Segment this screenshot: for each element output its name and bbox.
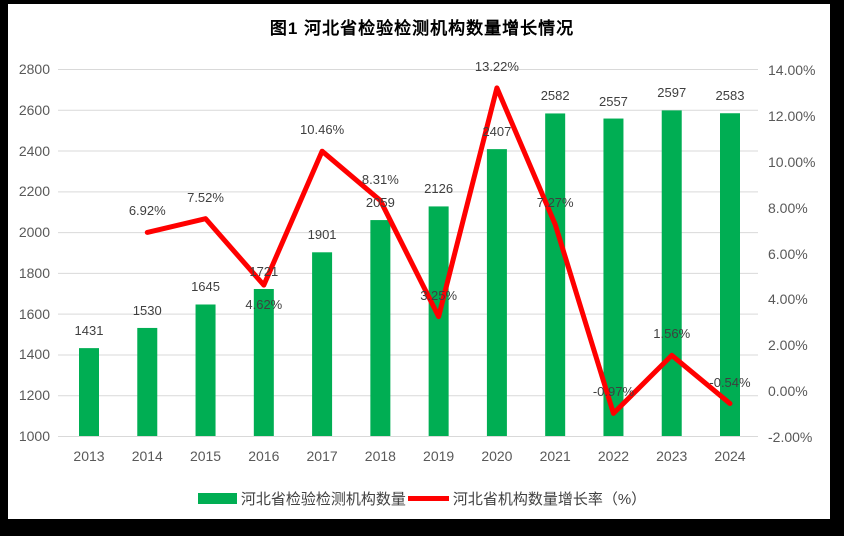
line-value-label: 13.22% <box>474 58 519 74</box>
right-axis-tick-label: 0.00% <box>768 383 808 400</box>
bar-value-label: 2557 <box>598 93 628 109</box>
x-axis-tick-label: 2015 <box>189 448 222 464</box>
frame-border-right <box>830 0 844 536</box>
bar <box>428 206 449 436</box>
bar <box>79 348 99 436</box>
left-axis-tick-label: 2200 <box>18 183 50 200</box>
bar <box>137 327 158 436</box>
right-axis-tick-label: 10.00% <box>768 153 816 170</box>
legend-item-line-series: 河北省机构数量增长率（%） <box>407 488 647 509</box>
line-value-label: 10.46% <box>300 122 345 138</box>
bar-value-label: 2597 <box>657 85 687 101</box>
line-value-label: 3.25% <box>420 287 458 303</box>
right-axis-tick-label: -2.00% <box>768 429 813 445</box>
bar-value-label: 2407 <box>482 124 512 140</box>
x-axis-tick-label: 2014 <box>131 448 163 464</box>
left-axis-tick-label: 2600 <box>18 101 50 118</box>
legend: 河北省检验检测机构数量 河北省机构数量增长率（%） <box>0 487 844 509</box>
x-axis-tick-label: 2017 <box>306 448 338 464</box>
x-axis-tick-label: 2023 <box>656 448 688 464</box>
bar-value-label: 2126 <box>424 181 454 197</box>
left-axis-tick-label: 1600 <box>18 305 50 322</box>
x-axis-tick-label: 2016 <box>248 448 280 464</box>
right-axis-tick-label: 4.00% <box>768 291 808 308</box>
bar <box>545 113 566 436</box>
line-value-label: 6.92% <box>128 203 166 219</box>
line-series-swatch-icon <box>407 495 449 501</box>
bar-value-label: 1530 <box>132 302 162 318</box>
line-value-label: 4.62% <box>245 297 283 313</box>
bar-value-label: 1431 <box>74 323 104 339</box>
line-value-label: 8.31% <box>361 171 399 187</box>
x-axis-tick-label: 2018 <box>364 448 396 464</box>
left-axis-tick-label: 2400 <box>18 142 50 159</box>
legend-label-line-series: 河北省机构数量增长率（%） <box>452 490 647 508</box>
x-axis-tick-label: 2022 <box>597 448 630 464</box>
left-axis-tick-label: 1000 <box>18 428 50 444</box>
line-value-label: 7.52% <box>187 189 224 205</box>
right-axis-tick-label: 2.00% <box>768 337 808 354</box>
bar <box>603 118 624 437</box>
left-axis-tick-label: 1800 <box>18 264 50 281</box>
left-axis-tick-label: 1400 <box>18 346 50 363</box>
growth-rate-line <box>144 85 733 416</box>
line-value-label: -0.54% <box>709 374 751 390</box>
right-axis-tick-label: 12.00% <box>768 107 816 124</box>
left-axis-tick-label: 2800 <box>18 61 50 77</box>
right-axis-tick-label: 8.00% <box>768 199 808 216</box>
bar <box>195 304 216 436</box>
bar-value-label: 2583 <box>715 88 745 104</box>
x-axis-tick-label: 2013 <box>73 448 105 464</box>
bar <box>661 110 682 437</box>
line-value-label: 7.27% <box>536 195 574 211</box>
bar <box>370 220 391 436</box>
bar-value-label: 2059 <box>365 195 395 211</box>
left-axis-tick-label: 2000 <box>18 224 50 241</box>
left-axis-tick-label: 1200 <box>18 387 50 404</box>
x-axis-tick-label: 2024 <box>714 448 746 464</box>
bar-value-label: 2582 <box>540 88 570 104</box>
bar <box>312 252 333 436</box>
legend-item-bar-series: 河北省检验检测机构数量 <box>197 488 406 509</box>
bar-value-label: 1645 <box>191 279 220 295</box>
bar-series-swatch-icon <box>197 492 237 504</box>
frame-border-top <box>0 0 844 4</box>
legend-label-bar-series: 河北省检验检测机构数量 <box>240 490 406 508</box>
frame-border-left <box>0 0 8 536</box>
bar <box>720 113 740 436</box>
right-axis-tick-label: 6.00% <box>768 245 808 262</box>
bar-value-label: 1901 <box>307 227 337 243</box>
line-value-label: 1.56% <box>653 326 691 342</box>
x-axis-tick-label: 2019 <box>423 448 455 464</box>
bar-value-label: 1721 <box>249 263 279 279</box>
line-value-label: -0.97% <box>592 384 635 400</box>
right-axis-tick-label: 14.00% <box>768 62 816 78</box>
bar <box>486 149 507 436</box>
x-axis-tick-label: 2021 <box>539 448 571 464</box>
chart-title: 图1 河北省检验检测机构数量增长情况 <box>269 19 575 38</box>
x-axis-tick-label: 2020 <box>481 448 513 464</box>
frame-border-bottom <box>0 519 844 536</box>
bar <box>253 288 274 436</box>
